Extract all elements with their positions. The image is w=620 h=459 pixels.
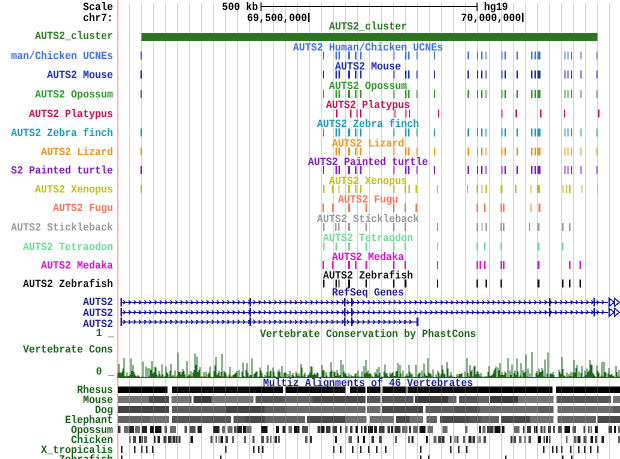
svg-text:AUTS2 Human/Chicken UCNEs: AUTS2 Human/Chicken UCNEs xyxy=(293,42,443,54)
svg-text:AUTS2 Platypus: AUTS2 Platypus xyxy=(29,109,113,121)
svg-text:AUTS2 Zebrafish: AUTS2 Zebrafish xyxy=(23,278,113,291)
svg-text:Dog: Dog xyxy=(95,405,113,417)
svg-text:AUTS2 Xenopus: AUTS2 Xenopus xyxy=(329,176,407,188)
svg-text:AUTS2 Fugu: AUTS2 Fugu xyxy=(53,203,113,215)
svg-text:1 _: 1 _ xyxy=(96,328,114,340)
svg-text:AUTS2 Zebra finch: AUTS2 Zebra finch xyxy=(11,127,113,140)
svg-text:AUTS2 Medaka: AUTS2 Medaka xyxy=(332,252,404,264)
svg-text:AUTS2 Xenopus: AUTS2 Xenopus xyxy=(35,185,113,197)
svg-text:70,000,000: 70,000,000 xyxy=(461,13,521,25)
svg-text:Vertebrate Conservation by Pha: Vertebrate Conservation by PhastCons xyxy=(260,329,476,341)
svg-text:500 kb: 500 kb xyxy=(222,2,258,14)
svg-text:AUTS2 Stickleback: AUTS2 Stickleback xyxy=(11,223,113,235)
svg-text:man/Chicken UCNEs: man/Chicken UCNEs xyxy=(11,51,113,63)
svg-text:Zebrafish: Zebrafish xyxy=(59,453,113,459)
svg-text:AUTS2 Zebrafish: AUTS2 Zebrafish xyxy=(323,269,413,282)
svg-text:69,500,000: 69,500,000 xyxy=(247,13,307,25)
svg-text:Rhesus: Rhesus xyxy=(77,385,113,397)
svg-text:AUTS2: AUTS2 xyxy=(83,297,113,309)
svg-text:AUTS2 Stickleback: AUTS2 Stickleback xyxy=(317,214,419,226)
svg-text:AUTS2 Tetraodon: AUTS2 Tetraodon xyxy=(323,233,413,245)
svg-text:AUTS2_cluster: AUTS2_cluster xyxy=(35,31,113,43)
svg-text:RefSeq Genes: RefSeq Genes xyxy=(332,287,404,300)
svg-text:S2 Painted turtle: S2 Painted turtle xyxy=(11,166,113,178)
svg-text:AUTS2: AUTS2 xyxy=(83,319,113,331)
svg-text:AUTS2 Opossum: AUTS2 Opossum xyxy=(35,90,113,102)
svg-text:AUTS2_cluster: AUTS2_cluster xyxy=(329,22,407,34)
svg-text:AUTS2: AUTS2 xyxy=(83,308,113,320)
svg-text:AUTS2 Fugu: AUTS2 Fugu xyxy=(338,195,398,207)
svg-text:Elephant: Elephant xyxy=(65,415,113,427)
svg-text:AUTS2 Lizard: AUTS2 Lizard xyxy=(332,138,404,150)
svg-text:Vertebrate Cons: Vertebrate Cons xyxy=(23,345,113,357)
svg-text:X_tropicalis: X_tropicalis xyxy=(41,445,113,457)
svg-text:Opossum: Opossum xyxy=(71,425,113,437)
svg-text:AUTS2 Opossum: AUTS2 Opossum xyxy=(329,81,407,93)
svg-text:AUTS2 Medaka: AUTS2 Medaka xyxy=(41,261,113,273)
svg-text:AUTS2 Zebra finch: AUTS2 Zebra finch xyxy=(317,118,419,131)
svg-text:AUTS2 Tetraodon: AUTS2 Tetraodon xyxy=(23,242,113,254)
svg-text:AUTS2 Mouse: AUTS2 Mouse xyxy=(335,61,401,73)
svg-text:Mouse: Mouse xyxy=(83,395,113,407)
svg-text:Chicken: Chicken xyxy=(71,435,113,447)
svg-text:AUTS2 Painted turtle: AUTS2 Painted turtle xyxy=(308,157,428,169)
svg-text:chr7:: chr7: xyxy=(83,13,113,25)
svg-text:Scale: Scale xyxy=(83,2,113,14)
svg-text:AUTS2 Lizard: AUTS2 Lizard xyxy=(41,147,113,159)
svg-text:hg19: hg19 xyxy=(484,2,508,14)
svg-text:0 _: 0 _ xyxy=(96,366,114,378)
svg-text:AUTS2 Mouse: AUTS2 Mouse xyxy=(47,70,113,82)
svg-text:AUTS2 Platypus: AUTS2 Platypus xyxy=(326,100,410,112)
